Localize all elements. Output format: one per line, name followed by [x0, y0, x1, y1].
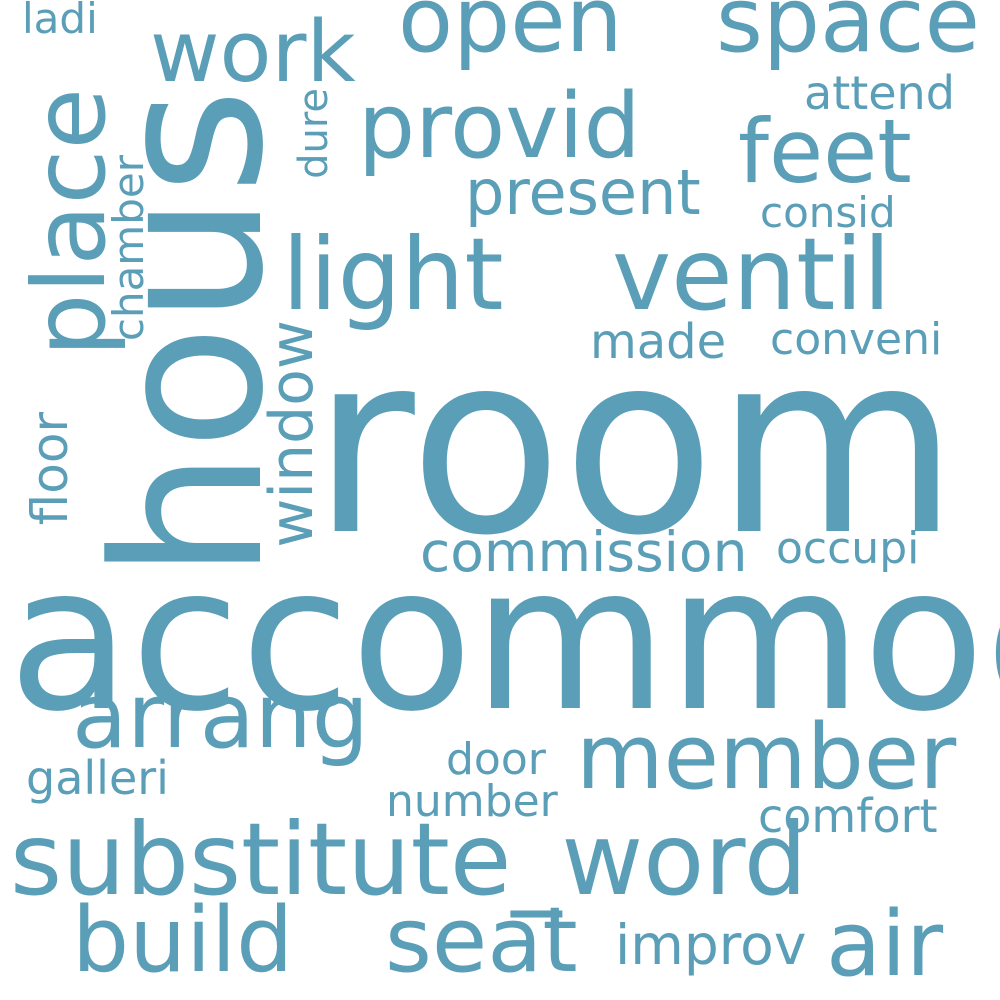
- word-conveni: conveni: [770, 314, 943, 365]
- word-present: present: [465, 156, 701, 229]
- word-commission: commission: [420, 520, 748, 584]
- word-made: made: [590, 314, 727, 370]
- word-member: member: [576, 705, 957, 810]
- word-number: number: [386, 776, 558, 827]
- word-air: air: [826, 892, 944, 997]
- word-arrang: arrang: [72, 664, 369, 769]
- word-open: open: [398, 0, 623, 73]
- word-comfort: comfort: [758, 789, 938, 843]
- word-room: room: [312, 299, 959, 590]
- word-improv: improv: [615, 913, 807, 977]
- word-floor: floor: [21, 412, 79, 526]
- word-work: work: [150, 3, 356, 102]
- word-build: build: [72, 888, 294, 993]
- word-galleri: galleri: [26, 751, 169, 805]
- word-occupi: occupi: [776, 523, 920, 574]
- word-seat: seat: [385, 888, 578, 993]
- word-substitute_word: substitute_word: [10, 801, 808, 918]
- word-attend: attend: [804, 66, 955, 120]
- word-consid: consid: [760, 188, 896, 237]
- word-accommod: accommod: [8, 523, 1000, 756]
- word-ventil: ventil: [612, 216, 891, 333]
- word-provid: provid: [358, 74, 641, 179]
- word-ladi: ladi: [22, 0, 98, 43]
- word-feet: feet: [738, 100, 912, 203]
- word-chamber: chamber: [104, 155, 153, 342]
- word-light: light: [282, 216, 504, 333]
- word-door: door: [446, 734, 546, 785]
- word-space: space: [716, 0, 981, 73]
